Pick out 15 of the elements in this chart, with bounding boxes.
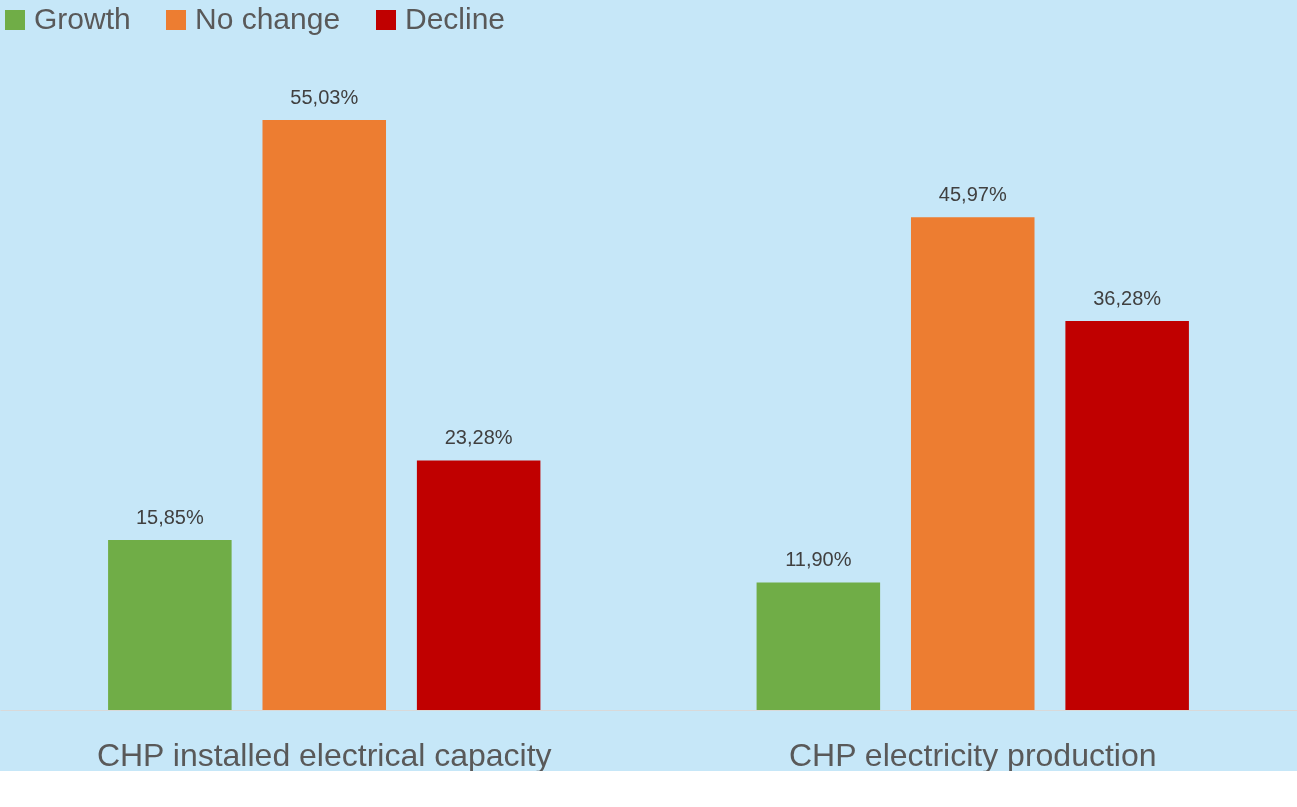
bar: [262, 120, 387, 710]
data-label: 15,85%: [135, 506, 204, 529]
data-label: 45,97%: [938, 183, 1007, 206]
legend-label: Decline: [405, 2, 506, 35]
bar: [1065, 321, 1189, 710]
data-label: 11,90%: [785, 548, 852, 571]
legend-label: No change: [195, 2, 341, 35]
legend-label: Growth: [34, 2, 131, 35]
bar: [756, 582, 881, 710]
data-label: 55,03%: [290, 86, 359, 108]
bar: [910, 217, 1035, 710]
data-label: 23,28%: [444, 426, 513, 449]
bar: [416, 460, 541, 710]
data-label: 36,28%: [1093, 287, 1162, 310]
bar: [108, 540, 232, 710]
